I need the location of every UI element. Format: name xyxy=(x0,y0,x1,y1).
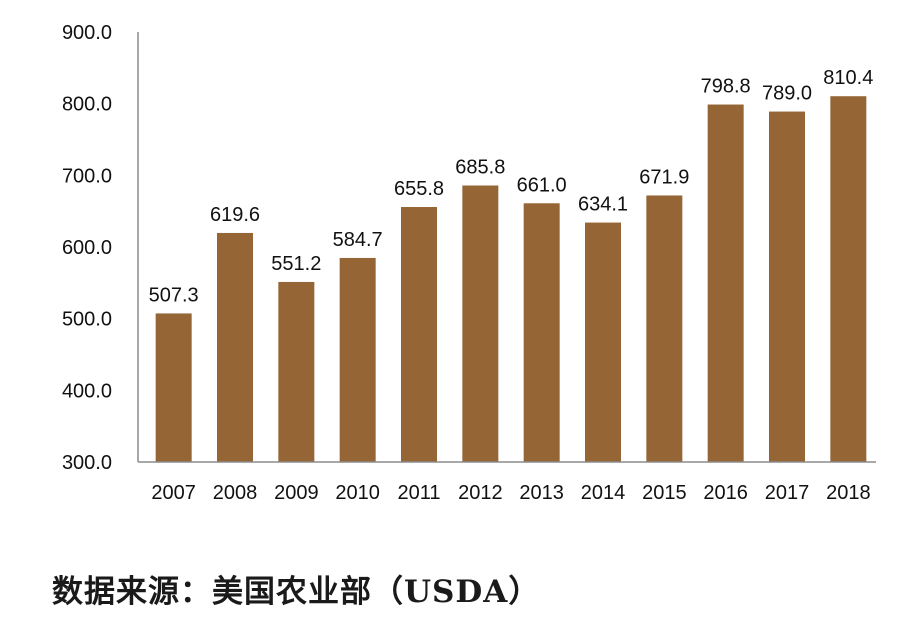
bar-value-label: 655.8 xyxy=(394,178,444,200)
y-tick-label: 900.0 xyxy=(62,22,112,44)
x-tick-label: 2010 xyxy=(335,482,380,504)
x-axis: 2007 2008 2009 2010 2011 2012 2013 2014 2015 2016… xyxy=(138,461,876,504)
x-tick-label: 2011 xyxy=(397,482,440,504)
x-tick-label: 2015 xyxy=(642,482,687,504)
bar xyxy=(646,195,683,462)
bar-value-label: 671.9 xyxy=(639,166,689,188)
bar-value-label: 507.3 xyxy=(149,284,199,306)
x-tick-label: 2016 xyxy=(703,482,748,504)
bar-value-label: 551.2 xyxy=(271,253,321,275)
bar-value-label: 810.4 xyxy=(823,67,873,89)
bar-chart: 300.0 400.0 500.0 600.0 700.0 800.0 900.0 507.… xyxy=(62,22,876,504)
x-tick-label: 2008 xyxy=(213,482,258,504)
x-tick-label: 2013 xyxy=(519,482,564,504)
bar-value-label: 685.8 xyxy=(455,157,505,179)
bar xyxy=(278,281,315,462)
y-tick-label: 600.0 xyxy=(62,237,112,259)
value-labels: 507.3 619.6 551.2 584.7 655.8 685.8 661.0 634.1… xyxy=(149,67,874,306)
bar-value-label: 661.0 xyxy=(517,174,567,196)
bar xyxy=(585,222,621,462)
bar xyxy=(401,207,437,462)
x-tick-label: 2018 xyxy=(826,482,871,504)
bar xyxy=(830,96,867,463)
x-tick-label: 2017 xyxy=(765,482,810,504)
source-note: 数据来源：美国农业部（USDA） xyxy=(52,574,541,610)
bar xyxy=(462,185,499,462)
y-tick-label: 300.0 xyxy=(62,452,112,474)
x-tick-label: 2012 xyxy=(458,482,503,504)
x-tick-label: 2014 xyxy=(581,482,626,504)
bar-value-label: 789.0 xyxy=(762,83,812,105)
bars xyxy=(155,96,867,463)
bar xyxy=(523,203,560,463)
bar-value-label: 619.6 xyxy=(210,204,260,226)
y-tick-label: 400.0 xyxy=(62,380,112,402)
bar xyxy=(339,257,376,462)
y-tick-label: 500.0 xyxy=(62,309,112,331)
bar-value-label: 798.8 xyxy=(701,76,751,98)
bar xyxy=(707,104,744,462)
x-tick-label: 2009 xyxy=(274,482,319,504)
bar xyxy=(155,313,192,462)
bar-value-label: 634.1 xyxy=(578,194,628,216)
y-tick-label: 800.0 xyxy=(62,94,112,116)
bar xyxy=(217,232,253,462)
y-axis: 300.0 400.0 500.0 600.0 700.0 800.0 900.0 xyxy=(62,22,139,474)
x-tick-label: 2007 xyxy=(151,482,196,504)
bar-value-label: 584.7 xyxy=(333,229,383,251)
y-tick-label: 700.0 xyxy=(62,165,112,187)
bar xyxy=(769,111,805,463)
